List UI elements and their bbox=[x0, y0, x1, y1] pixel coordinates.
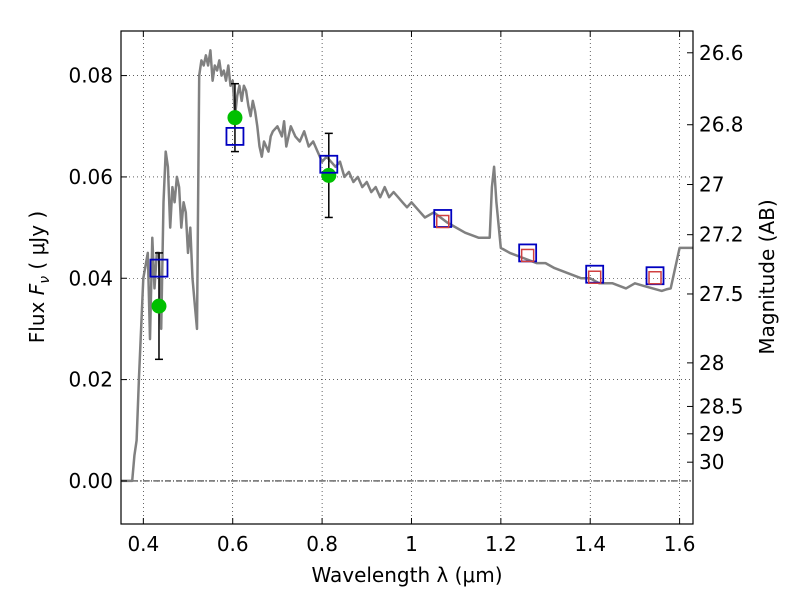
markers bbox=[149, 82, 665, 361]
magnitude-tick-label: 27.2 bbox=[699, 223, 744, 247]
magnitude-tick-label: 28.5 bbox=[699, 394, 744, 418]
x-tick-label: 1.6 bbox=[664, 532, 696, 556]
plot-frame bbox=[120, 30, 694, 525]
template-spectrum-line bbox=[121, 49, 693, 483]
plot-area bbox=[121, 49, 693, 483]
x-tick-label: 1.4 bbox=[574, 532, 606, 556]
y-axis-label: Flux Fν ( μJy ) bbox=[25, 211, 53, 343]
y-tick-label: 0.06 bbox=[68, 165, 113, 189]
x-tick-label: 1.2 bbox=[485, 532, 517, 556]
magnitude-tick-label: 30 bbox=[699, 450, 724, 474]
synthetic-flux-square bbox=[436, 214, 450, 229]
observed-flux-point bbox=[321, 167, 337, 183]
y-tick-label: 0.02 bbox=[68, 368, 113, 392]
x-tick-label: 0.6 bbox=[217, 532, 249, 556]
y-axis: 0.00 0.02 0.04 0.06 0.08 bbox=[68, 64, 127, 493]
y-tick-label: 0.04 bbox=[68, 266, 113, 290]
synthetic-flux-square bbox=[648, 271, 662, 285]
y-tick-label: 0.08 bbox=[68, 64, 113, 88]
magnitude-tick-label: 26.6 bbox=[699, 41, 744, 65]
magnitude-axis-label: Magnitude (AB) bbox=[755, 199, 779, 354]
magnitude-axis: 26.6 26.8 27 27.2 27.5 28 28.5 29 30 bbox=[687, 41, 744, 474]
magnitude-tick-label: 27 bbox=[699, 173, 724, 197]
model-flux-square bbox=[149, 258, 169, 278]
synthetic-flux-square bbox=[587, 270, 602, 284]
observed-flux-point bbox=[227, 110, 243, 126]
magnitude-tick-label: 28 bbox=[699, 351, 724, 375]
x-axis-label: Wavelength λ (μm) bbox=[311, 563, 502, 587]
model-flux-square bbox=[319, 154, 339, 174]
x-axis: 0.4 0.6 0.8 1 1.2 1.4 1.6 bbox=[127, 31, 696, 556]
magnitude-tick-label: 29 bbox=[699, 422, 724, 446]
x-tick-label: 0.4 bbox=[127, 532, 159, 556]
magnitude-tick-label: 26.8 bbox=[699, 113, 744, 137]
model-flux-square bbox=[225, 126, 245, 146]
magnitude-tick-label: 27.5 bbox=[699, 282, 744, 306]
observed-flux-point bbox=[151, 298, 167, 314]
x-tick-label: 1 bbox=[405, 532, 418, 556]
plot-background bbox=[121, 31, 693, 524]
synthetic-flux-square bbox=[520, 248, 535, 263]
x-tick-label: 0.8 bbox=[306, 532, 338, 556]
y-tick-label: 0.00 bbox=[68, 469, 113, 493]
